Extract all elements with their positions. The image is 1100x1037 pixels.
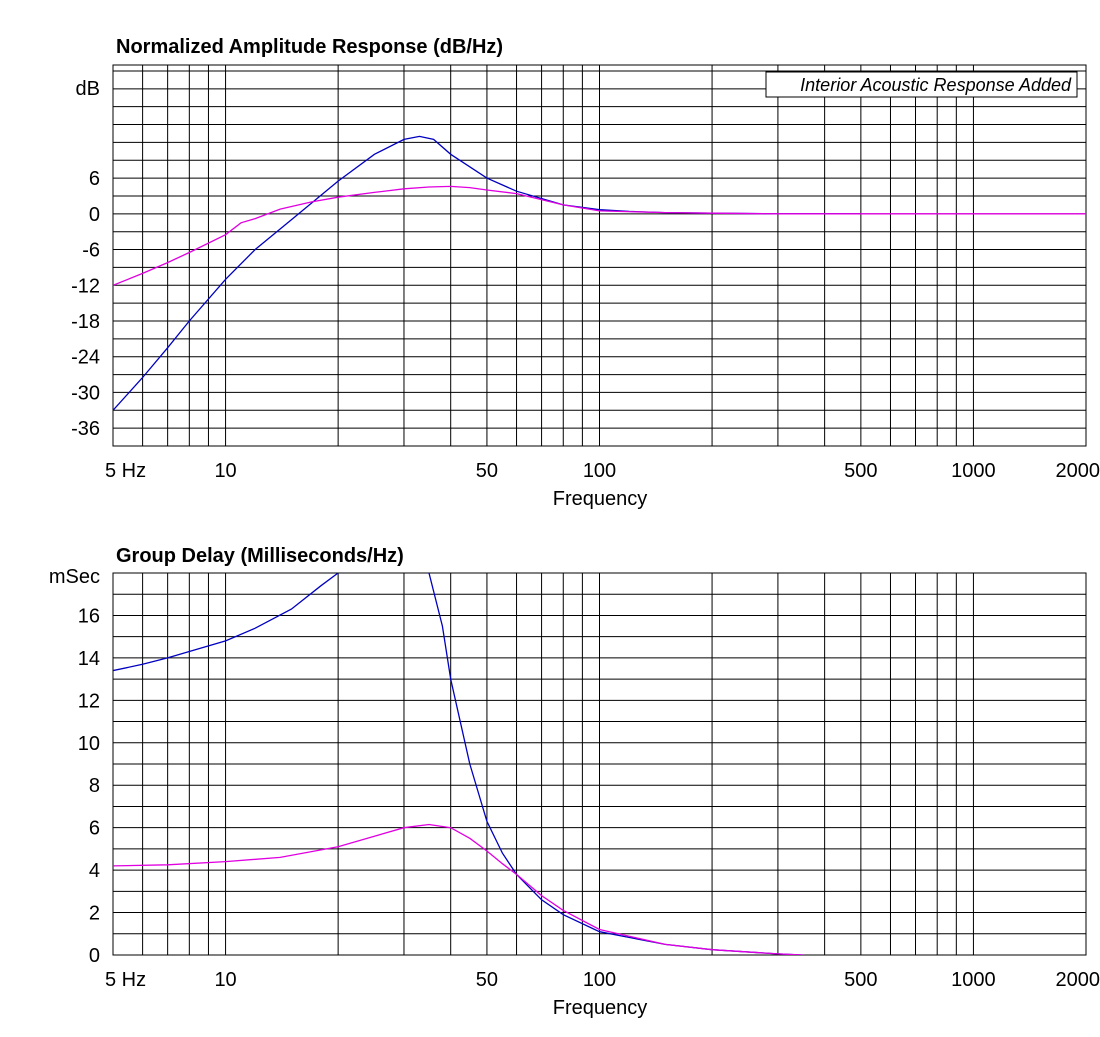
y-tick-label: 16 xyxy=(78,605,100,627)
group-delay-x-axis-label: Frequency xyxy=(553,997,648,1019)
interior-acoustic-annotation: Interior Acoustic Response Added xyxy=(800,75,1072,95)
y-tick-label: -24 xyxy=(71,347,100,369)
y-tick-label: 0 xyxy=(89,204,100,226)
y-tick-label: -6 xyxy=(82,240,100,262)
series-line-0 xyxy=(113,573,339,672)
annotation-box xyxy=(765,71,1078,98)
x-tick-label: 1000 xyxy=(951,460,996,482)
y-tick-label: 6 xyxy=(89,818,100,840)
group-delay-y-axis-label: mSec xyxy=(49,566,100,588)
y-tick-label: -30 xyxy=(71,382,100,404)
series-line-2 xyxy=(113,823,803,955)
amplitude-x-axis-label: Frequency xyxy=(553,488,648,510)
y-tick-label: 10 xyxy=(78,733,100,755)
x-tick-label: 500 xyxy=(844,969,877,991)
y-tick-label: 6 xyxy=(89,168,100,190)
series-line-1 xyxy=(113,185,1086,286)
y-tick-label: -12 xyxy=(71,275,100,297)
group-delay-chart-title: Group Delay (Milliseconds/Hz) xyxy=(116,545,404,567)
x-tick-label: 100 xyxy=(583,969,616,991)
x-tick-label: 1000 xyxy=(951,969,996,991)
x-tick-label: 100 xyxy=(583,460,616,482)
y-tick-label: 4 xyxy=(89,860,100,882)
y-tick-label: 0 xyxy=(89,945,100,967)
y-tick-label: 2 xyxy=(89,903,100,925)
y-tick-label: 14 xyxy=(78,648,100,670)
y-tick-label: -18 xyxy=(71,311,100,333)
y-tick-label: -36 xyxy=(71,418,100,440)
y-tick-label: 8 xyxy=(89,775,100,797)
x-tick-label: 2000 xyxy=(1056,969,1100,991)
x-tick-label: 50 xyxy=(476,969,498,991)
x-tick-label: 500 xyxy=(844,460,877,482)
y-tick-label: 12 xyxy=(78,690,100,712)
x-tick-label: 10 xyxy=(214,460,236,482)
x-tick-label: 5 Hz xyxy=(105,969,146,991)
plot-frame xyxy=(112,572,1087,956)
amplitude-response-chart: Normalized Amplitude Response (dB/Hz) dB… xyxy=(71,36,1100,510)
plot-frame xyxy=(112,64,1087,447)
x-tick-label: 50 xyxy=(476,460,498,482)
group-delay-chart: Group Delay (Milliseconds/Hz) mSec 16 14 1… xyxy=(49,545,1100,1019)
amplitude-y-axis-label: dB xyxy=(76,78,100,100)
amplitude-chart-title: Normalized Amplitude Response (dB/Hz) xyxy=(116,36,503,58)
x-tick-label: 2000 xyxy=(1056,460,1100,482)
x-tick-label: 5 Hz xyxy=(105,460,146,482)
x-tick-label: 10 xyxy=(214,969,236,991)
